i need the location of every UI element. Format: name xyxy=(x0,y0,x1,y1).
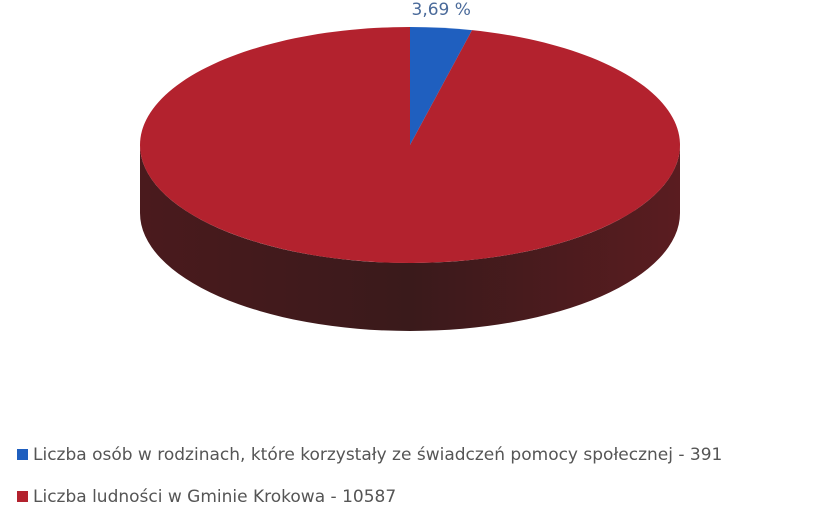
legend-swatch xyxy=(17,491,28,502)
pie-slice xyxy=(410,27,473,145)
pie-side xyxy=(140,145,680,331)
legend-label: Liczba osób w rodzinach, które korzystał… xyxy=(33,445,722,465)
legend-label: Liczba ludności w Gminie Krokowa - 10587 xyxy=(33,487,396,507)
pie-slice xyxy=(139,27,681,263)
data-label: 3,69 % xyxy=(412,0,471,20)
legend-swatch xyxy=(17,449,28,460)
